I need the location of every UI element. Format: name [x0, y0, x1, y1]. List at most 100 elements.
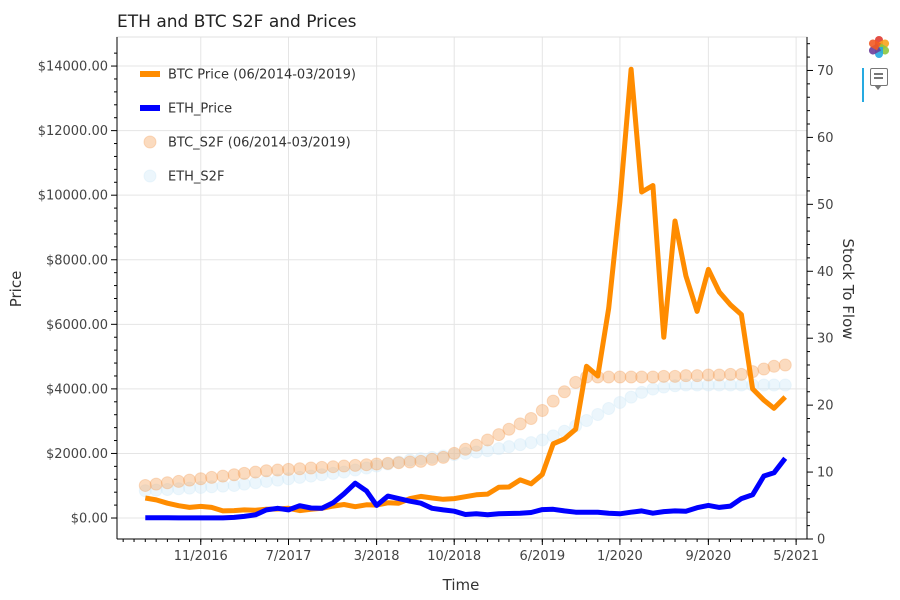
x-tick-label: 11/2016: [174, 549, 228, 564]
scatter-point: [227, 478, 241, 492]
scatter-point: [249, 476, 263, 490]
scatter-point: [591, 408, 605, 422]
scatter-point: [546, 394, 560, 408]
legend-label: BTC_S2F (06/2014-03/2019): [168, 136, 351, 151]
scatter-point: [701, 368, 715, 382]
series-2: [138, 358, 792, 492]
scatter-point: [712, 378, 726, 392]
scatter-point: [524, 436, 538, 450]
scatter-point: [447, 448, 461, 462]
scatter-point: [734, 378, 748, 392]
scatter-point: [359, 461, 373, 475]
scatter-point: [734, 367, 748, 381]
toolbar: [862, 34, 896, 110]
scatter-point: [282, 472, 296, 486]
y2-tick-label: 20: [817, 399, 834, 414]
hover-tool-icon: [870, 68, 888, 90]
scatter-point: [237, 466, 251, 480]
scatter-point: [602, 370, 616, 384]
y-tick-label: $0.00: [71, 512, 108, 527]
scatter-point: [657, 380, 671, 394]
scatter-point: [259, 464, 273, 478]
scatter-point: [359, 458, 373, 472]
hover-tool-button[interactable]: [862, 68, 896, 102]
scatter-point: [414, 454, 428, 468]
scatter-point: [513, 417, 527, 431]
scatter-point: [458, 442, 472, 456]
scatter-point: [690, 369, 704, 383]
y2-tick-label: 0: [817, 533, 825, 548]
scatter-point: [160, 482, 174, 496]
scatter-point: [613, 395, 627, 409]
y-tick-label: $12000.00: [38, 124, 108, 139]
scatter-point: [767, 359, 781, 373]
scatter-point: [282, 462, 296, 476]
y2-tick-label: 70: [817, 64, 834, 79]
scatter-point: [403, 453, 417, 467]
grid: [117, 37, 807, 539]
scatter-point: [259, 474, 273, 488]
legend-label: BTC Price (06/2014-03/2019): [168, 68, 356, 83]
scatter-point: [194, 480, 208, 494]
y2-tick-label: 40: [817, 265, 834, 280]
x-tick-label: 9/2020: [686, 549, 732, 564]
bokeh-logo-icon[interactable]: [866, 34, 892, 60]
scatter-point: [370, 457, 384, 471]
scatter-point: [492, 428, 506, 442]
scatter-point: [348, 463, 362, 477]
scatter-point: [271, 473, 285, 487]
scatter-point: [469, 445, 483, 459]
scatter-point: [293, 462, 307, 476]
chart-title: ETH and BTC S2F and Prices: [117, 12, 357, 32]
y-tick-label: $4000.00: [46, 382, 108, 397]
scatter-point: [436, 450, 450, 464]
y-tick-label: $2000.00: [46, 447, 108, 462]
scatter-point: [315, 468, 329, 482]
scatter-point: [381, 457, 395, 471]
scatter-point: [602, 401, 616, 415]
scatter-point: [778, 358, 792, 372]
scatter-point: [524, 412, 538, 426]
scatter-point: [535, 403, 549, 417]
x-tick-label: 7/2017: [266, 549, 312, 564]
x-tick-label: 1/2020: [597, 549, 643, 564]
scatter-point: [348, 458, 362, 472]
scatter-point: [757, 362, 771, 376]
legend-swatch: [143, 135, 157, 149]
scatter-point: [183, 473, 197, 487]
scatter-point: [657, 369, 671, 383]
series-3: [138, 378, 792, 498]
axes: $0.00 $2000.00 $4000.00 $6000.00 $8000.00 $10…: [38, 37, 834, 564]
scatter-point: [337, 459, 351, 473]
legend: BTC Price (06/2014-03/2019) ETH_Price BTC_…: [140, 68, 356, 185]
y-tick-label: $14000.00: [38, 60, 108, 75]
y-tick-label: $6000.00: [46, 318, 108, 333]
y2-axis-title: Stock To Flow: [839, 238, 857, 339]
scatter-point: [502, 440, 516, 454]
scatter-point: [381, 456, 395, 470]
scatter-point: [767, 378, 781, 392]
scatter-point: [326, 466, 340, 480]
series-line-0: [144, 66, 787, 514]
scatter-point: [624, 390, 638, 404]
scatter-point: [679, 369, 693, 383]
scatter-point: [216, 469, 230, 483]
y-tick-label: $10000.00: [38, 189, 108, 204]
legend-label: ETH_S2F: [168, 170, 224, 185]
y2-tick-label: 10: [817, 466, 834, 481]
x-tick-label: 5/2021: [773, 549, 819, 564]
scatter-point: [138, 484, 152, 498]
legend-label: ETH_Price: [168, 102, 232, 117]
series-layer: [138, 66, 792, 521]
scatter-point: [172, 474, 186, 488]
scatter-point: [624, 370, 638, 384]
scatter-point: [425, 450, 439, 464]
scatter-point: [635, 385, 649, 399]
scatter-point: [481, 444, 495, 458]
scatter-point: [403, 455, 417, 469]
scatter-point: [668, 369, 682, 383]
scatter-point: [513, 438, 527, 452]
scatter-point: [502, 422, 516, 436]
scatter-point: [271, 463, 285, 477]
